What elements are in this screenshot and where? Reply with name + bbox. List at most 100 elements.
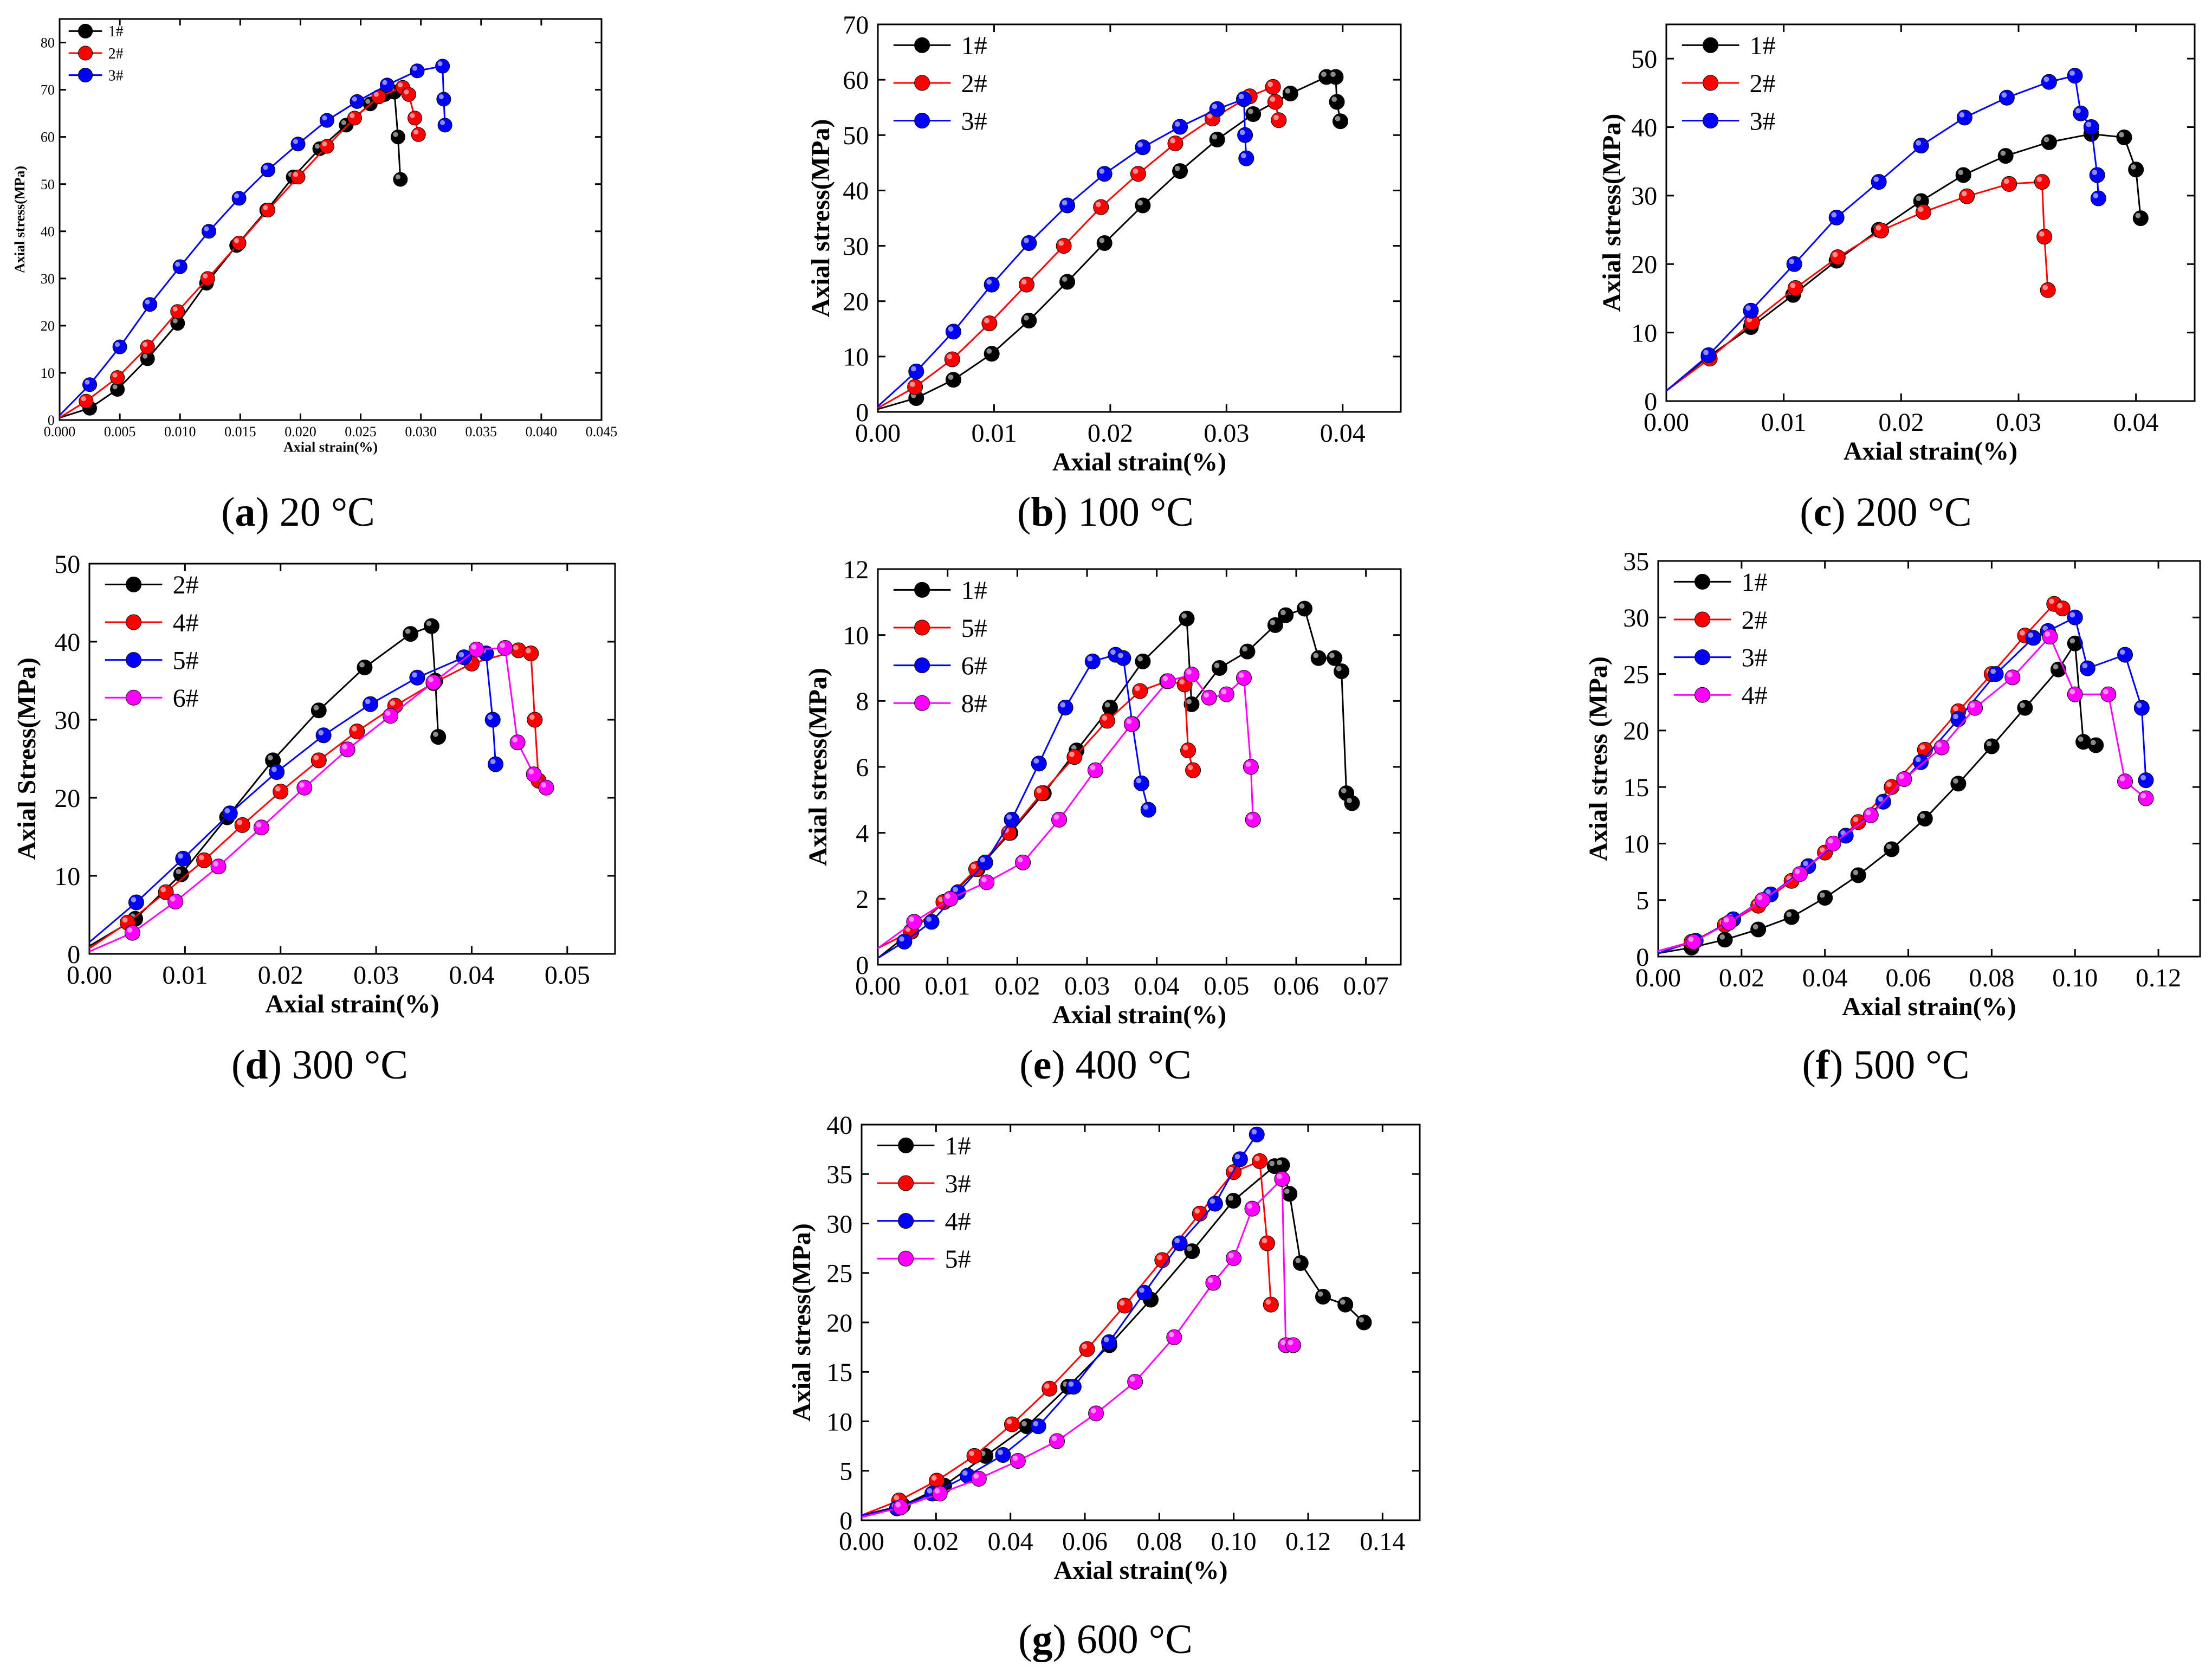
data-point-highlight xyxy=(948,374,954,380)
data-point-highlight xyxy=(1228,1166,1234,1172)
data-point xyxy=(1721,914,1737,931)
data-point-highlight xyxy=(1790,282,1796,288)
data-point-highlight xyxy=(81,396,86,402)
data-point-highlight xyxy=(1157,1255,1162,1261)
data-point-highlight xyxy=(1719,934,1725,940)
data-point-highlight xyxy=(1228,1195,1233,1201)
data-point-highlight xyxy=(1090,765,1096,771)
data-point-highlight xyxy=(513,645,519,650)
data-point xyxy=(409,669,425,686)
data-point-highlight xyxy=(998,1449,1003,1455)
data-point-highlight xyxy=(1789,259,1795,264)
data-point-highlight xyxy=(1053,814,1059,820)
data-point-highlight xyxy=(1886,844,1892,849)
data-point-highlight xyxy=(1723,917,1729,923)
data-point xyxy=(1332,113,1348,130)
data-point-highlight xyxy=(293,139,298,144)
data-point-highlight xyxy=(981,877,987,882)
data-point xyxy=(311,702,327,719)
data-point-highlight xyxy=(263,205,268,210)
data-point-highlight xyxy=(1182,745,1188,751)
data-point xyxy=(128,894,144,911)
data-point-highlight xyxy=(413,130,419,135)
x-tick-label: 0.02 xyxy=(913,1527,959,1556)
data-point xyxy=(1825,835,1841,851)
data-point-highlight xyxy=(1916,140,1922,146)
data-point-highlight xyxy=(953,887,958,893)
data-point-highlight xyxy=(927,1488,933,1494)
y-tick-label: 6 xyxy=(856,753,869,782)
data-point-highlight xyxy=(365,699,371,705)
data-point-highlight xyxy=(1247,108,1253,114)
data-point xyxy=(1315,1289,1331,1305)
data-point-highlight xyxy=(410,113,415,118)
data-point xyxy=(1285,1337,1302,1353)
data-point xyxy=(1956,109,1972,126)
y-tick-label: 50 xyxy=(41,177,55,192)
data-point-highlight xyxy=(458,652,464,657)
data-point xyxy=(2132,210,2149,227)
data-point-highlight xyxy=(934,1488,940,1494)
data-point-highlight xyxy=(894,1495,900,1501)
data-point xyxy=(1337,1296,1354,1313)
data-point-highlight xyxy=(1214,662,1220,668)
data-point xyxy=(2036,229,2053,245)
x-axis-title: Axial strain(%) xyxy=(283,440,378,455)
data-point xyxy=(1096,235,1113,251)
legend-label: 4# xyxy=(173,609,199,637)
x-tick-label: 0.07 xyxy=(1343,972,1389,1000)
x-tick-label: 0.05 xyxy=(545,961,590,990)
data-point-highlight xyxy=(1006,814,1012,820)
data-point-highlight xyxy=(1331,96,1337,102)
legend-marker xyxy=(898,1213,914,1229)
data-point xyxy=(1115,650,1131,666)
data-point-highlight xyxy=(1179,679,1185,685)
y-tick-label: 5 xyxy=(1636,887,1649,915)
data-point xyxy=(488,756,504,772)
series-line-5 xyxy=(861,1178,1293,1518)
x-tick-label: 0.02 xyxy=(1878,408,1924,437)
data-point-highlight xyxy=(1071,745,1077,751)
data-point xyxy=(497,640,513,656)
legend-marker xyxy=(1694,573,1711,590)
data-point xyxy=(390,130,405,145)
data-point xyxy=(1817,890,1833,906)
data-point-highlight xyxy=(178,853,183,859)
y-tick-label: 25 xyxy=(1623,660,1649,689)
data-point-highlight xyxy=(1069,751,1075,757)
data-point xyxy=(1116,1297,1133,1314)
caption-temp: 100 °C xyxy=(1078,489,1194,535)
data-point xyxy=(1179,610,1195,627)
data-point-highlight xyxy=(267,755,273,760)
y-tick-label: 40 xyxy=(41,224,55,240)
data-point-highlight xyxy=(2042,285,2048,290)
data-point xyxy=(269,764,285,780)
y-tick-label: 5 xyxy=(839,1457,852,1486)
data-point-highlight xyxy=(1990,668,1996,674)
series-line-4 xyxy=(861,1134,1258,1516)
y-tick-label: 25 xyxy=(826,1260,852,1288)
data-point-highlight xyxy=(172,306,178,312)
y-tick-label: 0 xyxy=(1636,943,1649,972)
data-point-highlight xyxy=(1299,603,1305,609)
plot-frame xyxy=(877,23,1402,413)
data-point-highlight xyxy=(213,861,219,867)
data-point xyxy=(1274,1171,1290,1187)
data-point-highlight xyxy=(1204,692,1210,698)
x-tick-label: 0.04 xyxy=(1134,972,1180,1000)
y-tick-label: 30 xyxy=(1631,182,1657,211)
data-point-highlight xyxy=(1033,758,1039,764)
data-point-highlight xyxy=(1137,141,1143,147)
data-point-highlight xyxy=(1210,1198,1215,1204)
legend-marker xyxy=(898,1250,914,1267)
data-point xyxy=(981,315,998,332)
x-tick-label: 0.00 xyxy=(855,972,901,1000)
data-point xyxy=(2040,282,2056,298)
data-point-highlight xyxy=(1118,653,1123,659)
data-point-highlight xyxy=(1828,838,1834,844)
data-point-highlight xyxy=(971,863,976,869)
data-point xyxy=(971,1470,987,1487)
data-point xyxy=(1239,643,1256,660)
data-point xyxy=(995,1447,1011,1463)
data-point-highlight xyxy=(395,174,400,180)
